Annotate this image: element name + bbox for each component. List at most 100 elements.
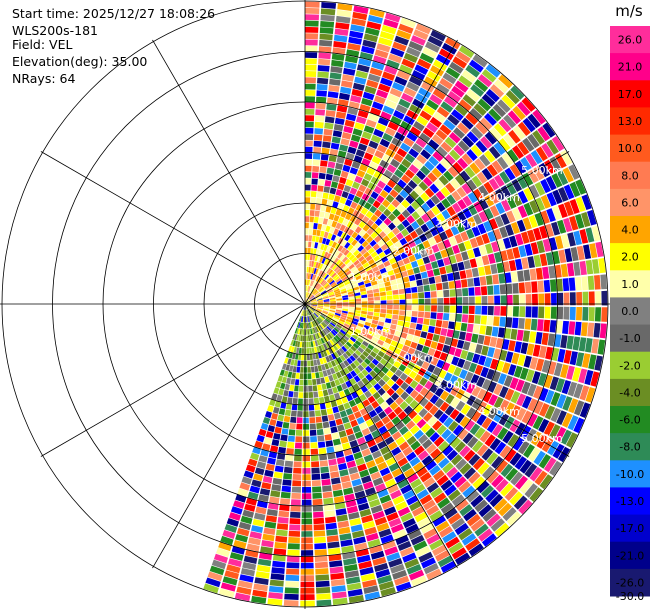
- velocity-gate: [561, 233, 570, 248]
- velocity-gate: [390, 374, 399, 383]
- velocity-gate: [353, 367, 361, 375]
- velocity-gate: [493, 284, 500, 295]
- velocity-gate: [436, 342, 444, 352]
- velocity-gate: [420, 192, 430, 202]
- velocity-gate: [422, 256, 431, 264]
- velocity-gate: [420, 331, 428, 339]
- velocity-gate: [315, 204, 321, 211]
- velocity-gate: [441, 209, 451, 220]
- velocity-gate: [485, 64, 501, 78]
- velocity-gate: [482, 404, 493, 416]
- velocity-gate: [307, 285, 309, 292]
- velocity-gate: [378, 282, 385, 288]
- velocity-gate: [374, 218, 383, 226]
- velocity-gate: [322, 309, 329, 312]
- velocity-gate: [512, 283, 519, 294]
- velocity-gate: [486, 316, 494, 326]
- velocity-gate: [512, 125, 526, 140]
- velocity-gate: [467, 216, 477, 228]
- velocity-gate: [385, 313, 393, 319]
- velocity-gate: [369, 351, 377, 358]
- velocity-gate: [317, 298, 323, 301]
- velocity-gate: [308, 316, 311, 322]
- velocity-gate: [328, 240, 334, 247]
- velocity-gate: [413, 403, 424, 414]
- velocity-gate: [311, 280, 314, 287]
- velocity-gate: [427, 172, 438, 183]
- velocity-gate: [428, 276, 436, 284]
- velocity-gate: [367, 354, 374, 362]
- velocity-gate: [389, 365, 398, 374]
- velocity-gate: [424, 291, 431, 298]
- velocity-gate: [383, 184, 393, 194]
- velocity-gate: [342, 304, 349, 307]
- velocity-gate: [316, 90, 327, 97]
- velocity-gate: [361, 297, 368, 302]
- velocity-gate: [314, 311, 320, 316]
- velocity-gate: [383, 322, 391, 328]
- velocity-gate: [364, 390, 372, 399]
- velocity-gate: [350, 247, 357, 254]
- velocity-gate: [551, 221, 561, 236]
- velocity-gate: [309, 216, 314, 223]
- velocity-gate: [443, 119, 456, 131]
- velocity-gate: [375, 483, 387, 493]
- velocity-gate: [377, 117, 389, 127]
- velocity-gate: [320, 243, 325, 251]
- velocity-gate: [455, 400, 466, 412]
- velocity-gate: [345, 318, 353, 323]
- velocity-gate: [340, 274, 347, 280]
- velocity-gate: [392, 82, 405, 92]
- velocity-gate: [535, 358, 545, 372]
- velocity-gate: [423, 318, 430, 326]
- velocity-gate: [462, 195, 473, 207]
- velocity-gate: [306, 292, 309, 298]
- velocity-gate: [543, 421, 555, 436]
- velocity-gate: [562, 167, 574, 183]
- velocity-gate: [396, 148, 408, 158]
- velocity-gate: [418, 305, 425, 312]
- velocity-gate: [531, 431, 543, 446]
- velocity-gate: [336, 333, 343, 339]
- velocity-gate: [472, 476, 486, 489]
- velocity-gate: [371, 280, 378, 286]
- velocity-gate: [316, 307, 323, 310]
- velocity-gate: [530, 318, 538, 331]
- velocity-gate: [327, 361, 333, 369]
- velocity-gate: [312, 281, 316, 287]
- velocity-gate: [321, 257, 326, 264]
- velocity-gate: [438, 413, 449, 424]
- velocity-gate: [457, 358, 466, 368]
- velocity-gate: [492, 371, 501, 383]
- velocity-gate: [311, 261, 315, 267]
- velocity-gate: [529, 331, 537, 344]
- velocity-gate: [322, 336, 327, 343]
- velocity-gate: [447, 90, 461, 103]
- velocity-gate: [357, 265, 364, 272]
- velocity-gate: [519, 459, 532, 474]
- velocity-gate: [322, 357, 327, 364]
- velocity-gate: [456, 339, 465, 349]
- velocity-gate: [497, 99, 511, 113]
- velocity-gate: [468, 342, 477, 353]
- velocity-gate: [468, 453, 481, 466]
- velocity-gate: [376, 43, 391, 53]
- velocity-gate: [327, 97, 338, 105]
- velocity-gate: [383, 226, 392, 235]
- velocity-gate: [485, 325, 493, 336]
- velocity-gate: [487, 306, 494, 316]
- velocity-gate: [547, 440, 560, 456]
- velocity-gate: [553, 334, 562, 348]
- velocity-gate: [320, 160, 328, 167]
- velocity-gate: [313, 248, 317, 255]
- velocity-gate: [482, 391, 493, 403]
- velocity-gate: [522, 117, 536, 133]
- velocity-gate: [320, 154, 329, 161]
- velocity-gate: [318, 345, 323, 352]
- velocity-gate: [408, 164, 419, 174]
- velocity-gate: [305, 292, 307, 298]
- velocity-gate: [401, 270, 408, 278]
- velocity-gate: [362, 224, 370, 232]
- velocity-gate: [373, 255, 381, 262]
- velocity-gate: [469, 162, 481, 175]
